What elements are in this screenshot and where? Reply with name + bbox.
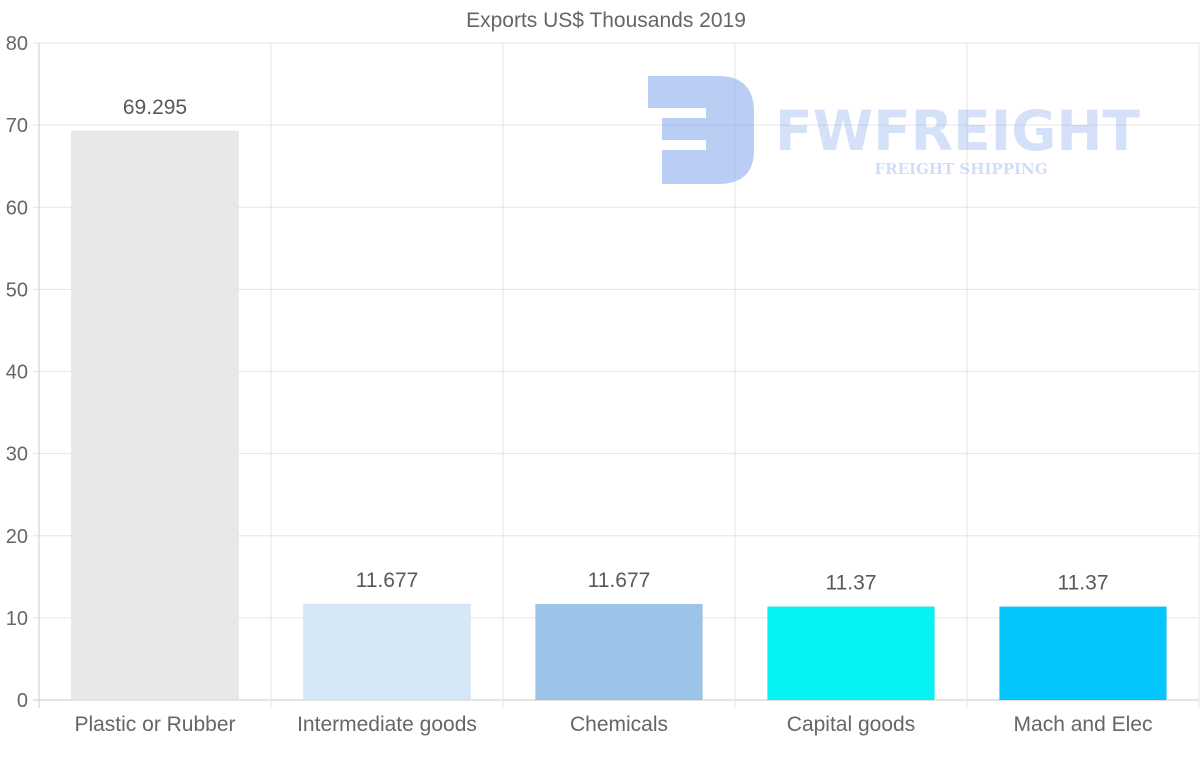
bar bbox=[534, 603, 704, 701]
x-tick-label: Plastic or Rubber bbox=[74, 713, 235, 736]
bar-value-label: 11.677 bbox=[356, 569, 419, 592]
y-tick-label: 80 bbox=[6, 33, 28, 55]
watermark-brand: FWFREIGHT bbox=[775, 99, 1140, 163]
watermark-logo: FWFREIGHT FREIGHT SHIPPING bbox=[648, 76, 1140, 184]
chart-title: Exports US$ Thousands 2019 bbox=[466, 9, 746, 32]
x-tick-label: Capital goods bbox=[787, 713, 915, 736]
bar bbox=[70, 130, 240, 701]
bars bbox=[70, 130, 1168, 701]
bar-value-label: 11.37 bbox=[1058, 572, 1109, 595]
watermark-logo-icon bbox=[648, 76, 754, 184]
y-tick-label: 10 bbox=[6, 608, 28, 630]
x-tick-label: Chemicals bbox=[570, 713, 668, 736]
y-tick-label: 60 bbox=[6, 197, 28, 219]
bar-value-label: 11.37 bbox=[826, 572, 877, 595]
bar bbox=[766, 606, 936, 701]
bar-value-label: 69.295 bbox=[123, 96, 187, 119]
y-axis: 0 10 20 30 40 50 60 70 80 bbox=[6, 33, 28, 712]
y-tick-label: 70 bbox=[6, 115, 28, 137]
bar-value-label: 11.677 bbox=[588, 569, 651, 592]
y-tick-label: 40 bbox=[6, 362, 28, 384]
y-tick-label: 0 bbox=[17, 690, 28, 712]
bar bbox=[302, 603, 472, 701]
y-tick-label: 50 bbox=[6, 279, 28, 301]
x-tick-label: Intermediate goods bbox=[297, 713, 477, 736]
data-labels: 69.295 11.677 11.677 11.37 11.37 bbox=[123, 96, 1109, 595]
x-axis: Plastic or Rubber Intermediate goods Chemi… bbox=[74, 713, 1152, 736]
y-tick-label: 30 bbox=[6, 444, 28, 466]
y-tick-label: 20 bbox=[6, 526, 28, 548]
x-tick-label: Mach and Elec bbox=[1014, 713, 1153, 736]
bar bbox=[998, 606, 1168, 701]
watermark-tagline: FREIGHT SHIPPING bbox=[874, 160, 1047, 178]
